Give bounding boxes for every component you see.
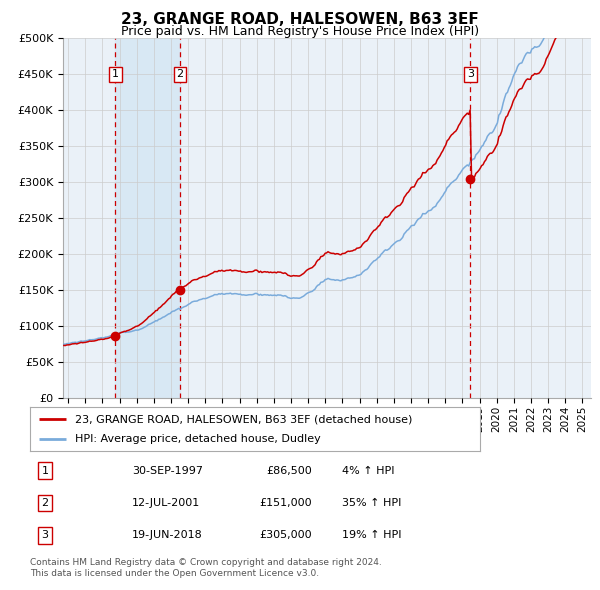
Text: 19% ↑ HPI: 19% ↑ HPI — [342, 530, 401, 540]
Text: £151,000: £151,000 — [259, 498, 312, 508]
Text: 4% ↑ HPI: 4% ↑ HPI — [342, 466, 395, 476]
Text: 1: 1 — [112, 70, 119, 79]
Text: This data is licensed under the Open Government Licence v3.0.: This data is licensed under the Open Gov… — [30, 569, 319, 578]
Text: Contains HM Land Registry data © Crown copyright and database right 2024.: Contains HM Land Registry data © Crown c… — [30, 558, 382, 567]
Text: 12-JUL-2001: 12-JUL-2001 — [132, 498, 200, 508]
Text: 1: 1 — [41, 466, 49, 476]
Text: 2: 2 — [41, 498, 49, 508]
Bar — [115, 38, 180, 398]
Text: 19-JUN-2018: 19-JUN-2018 — [132, 530, 203, 540]
Text: 3: 3 — [41, 530, 49, 540]
Text: Price paid vs. HM Land Registry's House Price Index (HPI): Price paid vs. HM Land Registry's House … — [121, 25, 479, 38]
Text: 3: 3 — [467, 70, 474, 79]
Text: HPI: Average price, detached house, Dudley: HPI: Average price, detached house, Dudl… — [75, 434, 321, 444]
Text: 35% ↑ HPI: 35% ↑ HPI — [342, 498, 401, 508]
Text: 30-SEP-1997: 30-SEP-1997 — [132, 466, 203, 476]
Text: £86,500: £86,500 — [266, 466, 312, 476]
Text: 23, GRANGE ROAD, HALESOWEN, B63 3EF (detached house): 23, GRANGE ROAD, HALESOWEN, B63 3EF (det… — [75, 414, 412, 424]
Text: 23, GRANGE ROAD, HALESOWEN, B63 3EF: 23, GRANGE ROAD, HALESOWEN, B63 3EF — [121, 12, 479, 27]
Text: 2: 2 — [176, 70, 184, 79]
Text: £305,000: £305,000 — [259, 530, 312, 540]
